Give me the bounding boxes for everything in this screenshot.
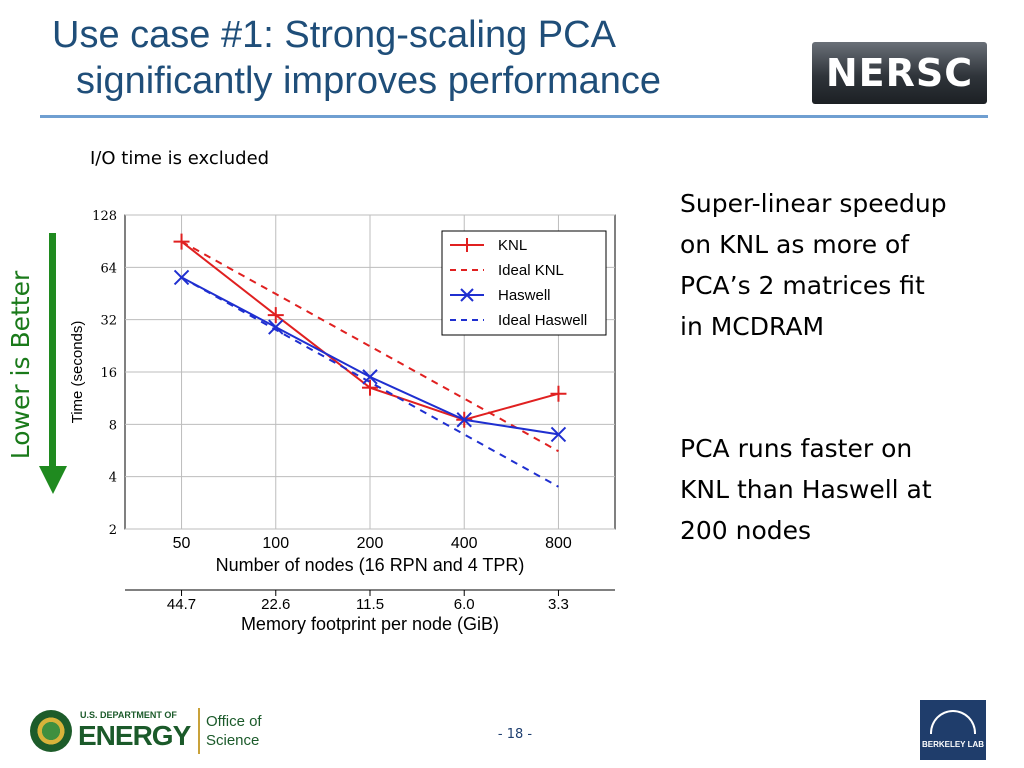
data-point-haswell <box>268 319 284 335</box>
slide-title-line-1: Use case #1: Strong-scaling PCA <box>52 14 616 56</box>
y-tick-label: 128 <box>92 209 117 224</box>
logo-divider <box>198 708 200 754</box>
lower-is-better-label: Lower is Better <box>6 270 35 460</box>
memory-tick-label: 22.6 <box>261 596 290 613</box>
doe-energy-text: ENERGY <box>78 720 191 751</box>
berkeley-dome-icon <box>930 710 976 734</box>
page-number: - 18 - <box>497 727 533 742</box>
x-tick-label: 100 <box>262 535 289 552</box>
legend-label: Haswell <box>498 287 551 304</box>
series-line-ideal-knl <box>181 240 559 453</box>
down-arrow-icon <box>39 466 67 494</box>
memory-tick-label: 3.3 <box>548 596 569 613</box>
berkeley-lab-text: BERKELEY LAB <box>921 740 985 749</box>
memory-tick-label: 44.7 <box>167 596 196 613</box>
legend-marker <box>460 288 474 302</box>
y-tick-label: 2 <box>109 523 117 538</box>
data-point-knl <box>267 307 284 324</box>
memory-axis-ticks: 44.7 22.6 11.5 6.0 3.3 <box>167 590 569 613</box>
y-tick-label: 8 <box>109 418 117 433</box>
nersc-logo-text: NERSC <box>825 51 974 95</box>
doe-seal-icon <box>30 710 72 752</box>
x-axis-label: Number of nodes (16 RPN and 4 TPR) <box>216 555 525 575</box>
y-tick-label: 32 <box>100 314 117 329</box>
office-line-2: Science <box>206 732 260 749</box>
legend-box <box>441 230 607 336</box>
marker-stroke <box>268 319 284 335</box>
y-tick-label: 4 <box>109 471 117 486</box>
nersc-logo: NERSC <box>812 42 987 104</box>
x-tick-label: 400 <box>451 535 478 552</box>
x-tick-label: 50 <box>173 535 191 552</box>
lower-is-better-arrow-shaft <box>49 233 56 468</box>
doe-office-of-science-logo: U.S. DEPARTMENT OF ENERGY Office of Scie… <box>30 706 280 758</box>
chart-legend: KNL Ideal KNL Haswell Ideal Haswell <box>441 230 607 336</box>
y-tick-label: 16 <box>100 366 117 381</box>
slide-title: Use case #1: Strong-scaling PCA signific… <box>52 12 772 104</box>
data-point-haswell <box>362 369 378 385</box>
x-tick-label: 800 <box>545 535 572 552</box>
legend-label: Ideal Haswell <box>498 312 587 329</box>
x-tick-label: 200 <box>357 535 384 552</box>
pca-scaling-chart: 2 4 8 16 32 64 128 50 100 200 400 800 Time (second… <box>69 209 616 634</box>
doe-dept-text: U.S. DEPARTMENT OF <box>80 710 177 720</box>
data-point-knl <box>550 385 567 402</box>
series-line-ideal-haswell <box>181 276 559 488</box>
legend-label: Ideal KNL <box>498 262 564 279</box>
memory-tick-label: 6.0 <box>454 596 475 613</box>
data-point-haswell <box>456 412 472 428</box>
data-point-haswell <box>550 426 567 443</box>
marker-stroke <box>362 369 378 385</box>
x-axis-ticks: 50 100 200 400 800 <box>173 535 572 552</box>
y-axis-label: Time (seconds) <box>69 321 86 424</box>
memory-tick-label: 11.5 <box>356 596 384 613</box>
io-note: I/O time is excluded <box>90 148 270 169</box>
marker-stroke <box>550 426 567 443</box>
y-tick-label: 64 <box>100 261 117 276</box>
memory-axis-label: Memory footprint per node (GiB) <box>241 614 499 634</box>
y-axis-ticks: 2 4 8 16 32 64 128 <box>92 209 117 538</box>
legend-label: KNL <box>498 237 527 254</box>
data-point-knl <box>362 379 378 396</box>
slide-title-line-2: significantly improves performance <box>76 60 662 102</box>
speedup-note: Super-linear speedup on KNL as more of P… <box>680 189 947 341</box>
office-of-science-text: Office of Science <box>206 712 262 750</box>
title-divider <box>40 115 988 118</box>
chart-series <box>173 233 567 488</box>
haswell-comparison-note: PCA runs faster on KNL than Haswell at 2… <box>680 434 932 545</box>
office-line-1: Office of <box>206 713 262 730</box>
marker-stroke <box>456 412 472 428</box>
berkeley-lab-logo: BERKELEY LAB <box>920 700 986 760</box>
